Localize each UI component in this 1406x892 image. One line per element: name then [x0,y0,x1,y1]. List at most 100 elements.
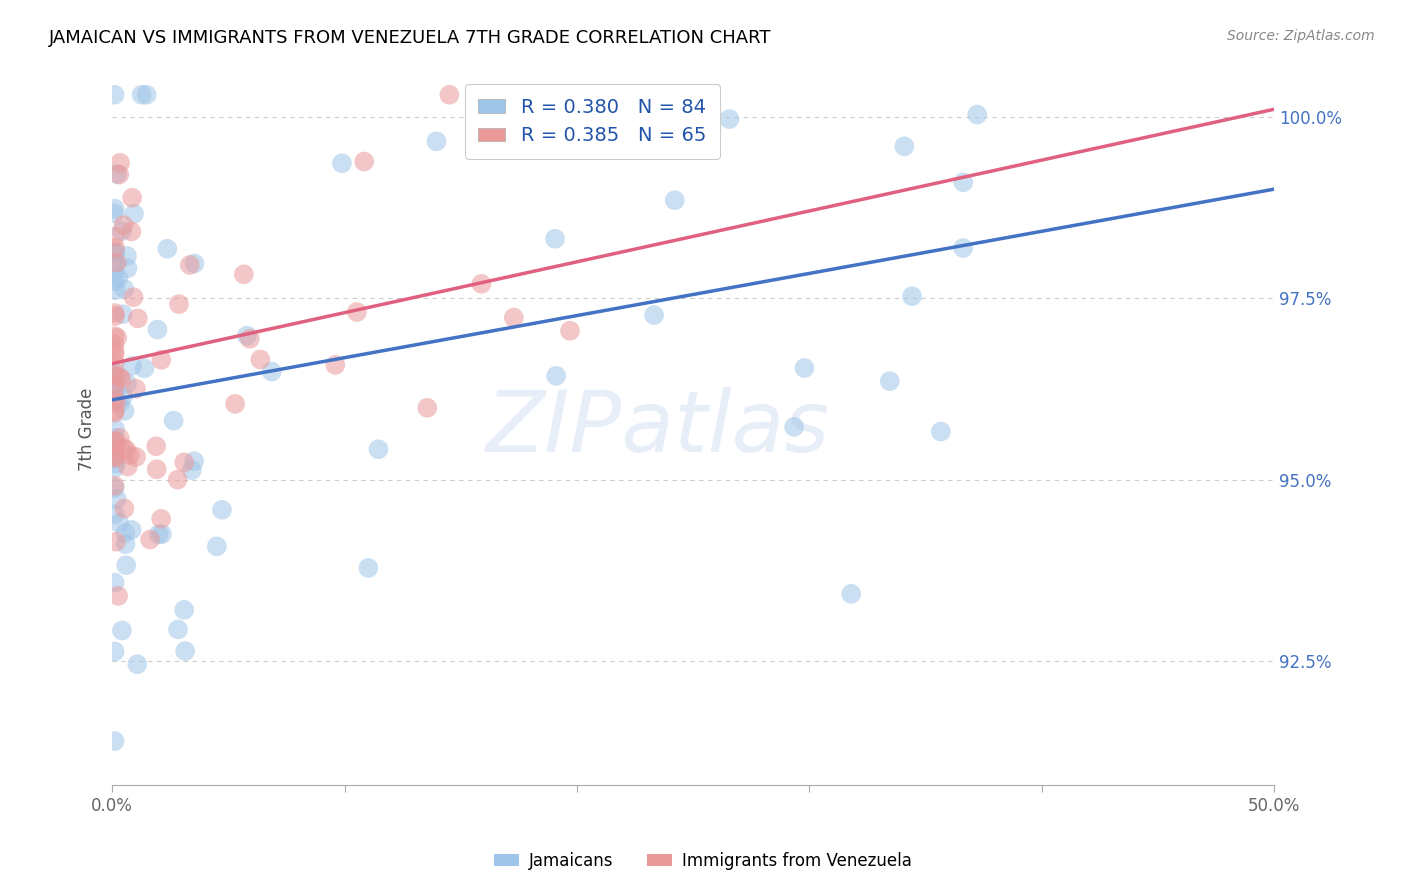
Point [477,133,499,147]
Point [105,167,128,181]
Point [558,324,581,338]
Point [425,134,447,148]
Point [156,242,179,256]
Point [643,308,665,322]
Point [224,397,246,411]
Point [260,365,283,379]
Point [104,241,127,255]
Point [105,492,128,507]
Point [103,87,125,102]
Point [125,382,148,396]
Point [115,442,138,457]
Point [145,462,167,476]
Point [103,376,125,390]
Point [783,420,806,434]
Point [232,268,254,282]
Point [111,307,134,321]
Point [103,451,125,466]
Point [929,425,952,439]
Point [205,540,228,554]
Point [103,202,125,216]
Point [901,289,924,303]
Point [139,533,162,547]
Point [112,501,135,516]
Point [108,516,131,530]
Point [211,503,233,517]
Point [103,348,125,362]
Point [183,256,205,270]
Y-axis label: 7th Grade: 7th Grade [79,387,96,471]
Point [121,191,143,205]
Point [105,396,128,410]
Point [103,575,125,590]
Point [107,589,129,603]
Point [103,404,125,418]
Point [103,379,125,393]
Point [103,356,125,370]
Text: Source: ZipAtlas.com: Source: ZipAtlas.com [1227,29,1375,43]
Point [183,454,205,468]
Point [103,406,125,420]
Point [416,401,439,415]
Point [114,525,136,540]
Point [104,422,127,436]
Point [112,389,135,403]
Point [115,558,138,573]
Point [103,443,125,458]
Point [107,271,129,285]
Point [103,229,125,244]
Point [239,332,262,346]
Point [105,331,128,345]
Point [718,112,741,127]
Point [544,232,567,246]
Point [150,352,173,367]
Point [893,139,915,153]
Point [103,329,125,343]
Point [502,310,524,325]
Point [104,283,127,297]
Point [103,734,125,748]
Point [353,154,375,169]
Point [127,311,149,326]
Point [180,463,202,477]
Point [146,322,169,336]
Point [122,207,145,221]
Point [103,461,125,475]
Point [793,361,815,376]
Point [115,376,138,391]
Point [103,508,125,522]
Text: JAMAICAN VS IMMIGRANTS FROM VENEZUELA 7TH GRADE CORRELATION CHART: JAMAICAN VS IMMIGRANTS FROM VENEZUELA 7T… [49,29,772,46]
Point [167,623,190,637]
Point [664,194,686,208]
Point [150,527,173,541]
Point [166,473,188,487]
Point [546,368,568,383]
Point [103,368,125,383]
Point [111,624,134,638]
Point [103,391,125,405]
Point [346,305,368,319]
Point [103,434,125,449]
Point [475,92,498,106]
Point [134,361,156,376]
Point [131,87,153,102]
Legend: Jamaicans, Immigrants from Venezuela: Jamaicans, Immigrants from Venezuela [488,846,918,877]
Point [236,328,259,343]
Point [173,603,195,617]
Point [103,265,125,279]
Point [117,459,139,474]
Point [103,644,125,658]
Text: ZIPatlas: ZIPatlas [486,387,831,470]
Point [839,587,862,601]
Point [108,396,131,410]
Point [167,297,190,311]
Point [323,358,346,372]
Point [103,274,125,288]
Point [470,277,492,291]
Point [108,168,131,182]
Point [173,455,195,469]
Point [111,224,134,238]
Point [367,442,389,457]
Point [108,370,131,384]
Point [122,290,145,304]
